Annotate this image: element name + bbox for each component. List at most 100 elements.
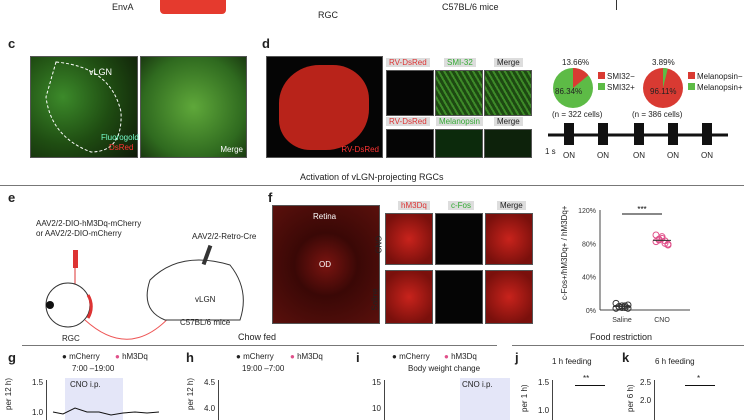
k-sig: * <box>697 374 701 383</box>
on-label-1: ON <box>563 151 575 160</box>
panel-e-label: e <box>8 190 16 205</box>
brain-icon <box>146 259 244 321</box>
g-time: 7:00 –19:00 <box>72 364 115 373</box>
significance-label: *** <box>637 205 646 214</box>
merge-label: Merge <box>220 145 243 154</box>
legend-text: mCherry <box>399 352 430 361</box>
virus1-label: AAV2/2-DIO-hM3Dq-mCherry <box>36 219 142 228</box>
h-ytick: 4.0 <box>204 404 216 413</box>
k-ylabel: per 6 h) <box>626 384 635 412</box>
x-tick-label: CNO <box>654 317 670 324</box>
legend-text: hM3Dq <box>297 352 323 361</box>
on-label-2: ON <box>597 151 609 160</box>
virus-illustration <box>160 0 226 14</box>
food-divider <box>512 345 744 346</box>
j-sig: ** <box>583 374 590 383</box>
pie2-big-pct: 96.11% <box>650 87 677 96</box>
y-tick-label: 40% <box>582 275 596 282</box>
pie1-n: (n = 322 cells) <box>552 110 603 119</box>
spike-trace <box>548 123 728 145</box>
chow-divider <box>22 345 497 346</box>
h-ylabel: per 12 h) <box>186 377 195 410</box>
g-cno-shade <box>65 378 123 420</box>
pie2-legend-2: Melanopsin+ <box>697 83 743 92</box>
pie2-small-pct: 3.89% <box>652 58 675 67</box>
pie1-legend-1: SMI32− <box>607 72 635 81</box>
panel-g-label: g <box>8 350 16 365</box>
on-label-3: ON <box>633 151 645 160</box>
k-sig-bar <box>685 385 715 386</box>
d-row2-label-3: Merge <box>494 117 523 126</box>
h-ytick: 4.5 <box>204 378 216 387</box>
f-saline-merge-image <box>485 270 533 324</box>
i-cno: CNO i.p. <box>462 380 493 389</box>
f-cno-merge-image <box>485 213 533 265</box>
chow-fed-title: Chow fed <box>238 332 277 342</box>
data-point <box>664 240 672 248</box>
whole-retina-label: RV-DsRed <box>341 145 379 154</box>
d-row2-label-2: Melanopsin <box>436 117 483 126</box>
g-legend-hm3dq: ● hM3Dq <box>115 352 148 361</box>
f-row-label-cno: CNO <box>374 235 384 254</box>
pie2-slice-mel-plus <box>663 68 668 88</box>
legend-text: mCherry <box>243 352 274 361</box>
g-line-series <box>52 407 160 416</box>
f-col-label-1: hM3Dq <box>398 201 430 210</box>
pie1-small-pct: 13.66% <box>562 58 590 67</box>
pie-charts <box>553 67 695 108</box>
d-merge1-image <box>484 70 532 116</box>
panel-d-label: d <box>262 36 270 51</box>
red-channel-label: DsRed <box>109 143 134 152</box>
mice-label: C57BL/6 mice <box>442 2 499 12</box>
green-channel-label: Fluorogold <box>101 133 139 142</box>
vlgn-image: vLGN Fluorogold DsRed <box>30 56 139 158</box>
scatter-ylabel: c-Fos+/hM3Dq+ / hM3Dq+ <box>560 205 569 300</box>
i-legend-mcherry: ● mCherry <box>392 352 430 361</box>
od-label: OD <box>319 260 331 269</box>
legend-text: mCherry <box>69 352 100 361</box>
h-yaxis <box>218 380 219 420</box>
rgc-label: RGC <box>318 10 338 20</box>
j-ylabel: per 1 h) <box>520 384 529 412</box>
g-ytick: 1.0 <box>32 408 44 417</box>
x-tick-label: Saline <box>612 317 632 324</box>
e-rgc-label: RGC <box>62 334 80 343</box>
f-cno-cfos-image <box>435 213 483 265</box>
d-row1-label-2: SMI-32 <box>444 58 476 67</box>
syringe-icon-2 <box>201 244 213 266</box>
d-row1-label-1: RV-DsRed <box>386 58 430 67</box>
i-ytick: 15 <box>372 378 381 387</box>
f-cno-hm3dq-image <box>385 213 433 265</box>
h-legend-mcherry: ● mCherry <box>236 352 274 361</box>
h-legend-hm3dq: ● hM3Dq <box>290 352 323 361</box>
virus3-label: AAV2/2-Retro-Cre <box>192 232 257 241</box>
retina-image: Retina OD <box>272 205 380 324</box>
y-tick-label: 0% <box>586 308 596 315</box>
pie1-big-pct: 86.34% <box>555 87 583 96</box>
g-yaxis <box>46 380 47 420</box>
merge-image: Merge <box>140 56 247 158</box>
enva-label: EnvA <box>112 2 134 12</box>
g-legend-mcherry: ● mCherry <box>62 352 100 361</box>
k-title: 6 h feeding <box>655 357 695 366</box>
i-cno-shade <box>460 378 510 420</box>
whole-retina-image: RV-DsRed <box>266 56 383 158</box>
g-cno: CNO i.p. <box>70 380 101 389</box>
arrow-icon <box>616 0 617 10</box>
d-row2-label-1: RV-DsRed <box>386 117 430 126</box>
panel-c-label: c <box>8 36 16 51</box>
d-smi32-image <box>435 70 483 116</box>
on-label-5: ON <box>701 151 713 160</box>
f-row-label-saline: Saline <box>370 288 380 311</box>
i-legend-hm3dq: ● hM3Dq <box>444 352 477 361</box>
f-col-label-3: Merge <box>497 201 526 210</box>
on-label-4: ON <box>667 151 679 160</box>
e-mice-label: C57BL/6 mice <box>180 318 231 327</box>
k-ytick: 2.5 <box>640 378 652 387</box>
panel-i-label: i <box>356 350 360 365</box>
retina-label: Retina <box>313 212 337 221</box>
e-vlgn-label: vLGN <box>195 295 216 304</box>
j-yaxis <box>552 380 553 420</box>
panel-k-label: k <box>622 350 630 365</box>
